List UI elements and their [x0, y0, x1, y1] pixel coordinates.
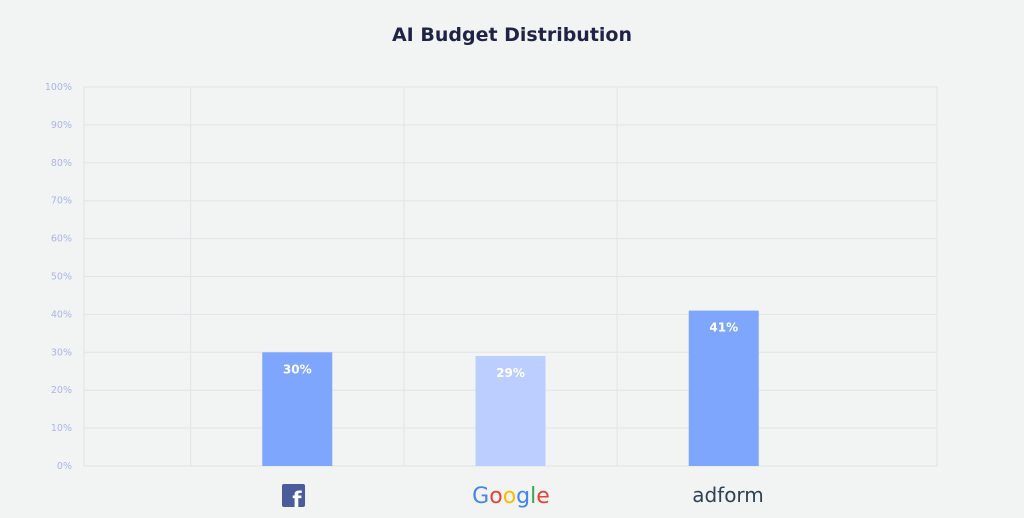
data-label-facebook: 30% [283, 362, 312, 376]
google-logo-letter-6: e [536, 484, 550, 509]
data-labels: 30% 29% 41% [283, 321, 738, 380]
y-tick-label: 50% [51, 272, 72, 283]
data-label-adform: 41% [709, 321, 738, 335]
y-tick-label: 30% [51, 347, 72, 358]
google-logo-icon: Google [472, 484, 550, 509]
data-label-google: 29% [496, 366, 525, 380]
y-tick-label: 20% [51, 385, 72, 396]
adform-logo-icon: adform [692, 483, 764, 507]
facebook-logo-icon: f [282, 484, 305, 512]
chart-title: AI Budget Distribution [391, 24, 633, 46]
y-tick-label: 0% [57, 461, 72, 472]
google-logo-letter-5: l [530, 484, 536, 509]
google-logo-letter-2: o [489, 484, 502, 509]
chart-grid [83, 86, 938, 467]
bars [262, 310, 759, 466]
google-logo-letter-4: g [516, 484, 530, 509]
y-tick-label: 60% [51, 234, 72, 245]
bar-facebook [262, 352, 333, 466]
y-tick-label: 70% [51, 196, 72, 207]
google-logo-letter-1: G [472, 484, 489, 509]
y-tick-label: 40% [51, 309, 72, 320]
y-tick-label: 80% [51, 158, 72, 169]
y-tick-label: 100% [45, 82, 72, 93]
bar-adform [688, 310, 759, 466]
bar-google [475, 356, 546, 466]
facebook-logo-text: f [292, 488, 302, 512]
y-tick-label: 10% [51, 423, 72, 434]
google-logo-letter-3: o [503, 484, 516, 509]
y-axis-ticks: 0% 10% 20% 30% 40% 50% 60% 70% 80% 90% 100% [45, 82, 72, 472]
y-tick-label: 90% [51, 120, 72, 131]
